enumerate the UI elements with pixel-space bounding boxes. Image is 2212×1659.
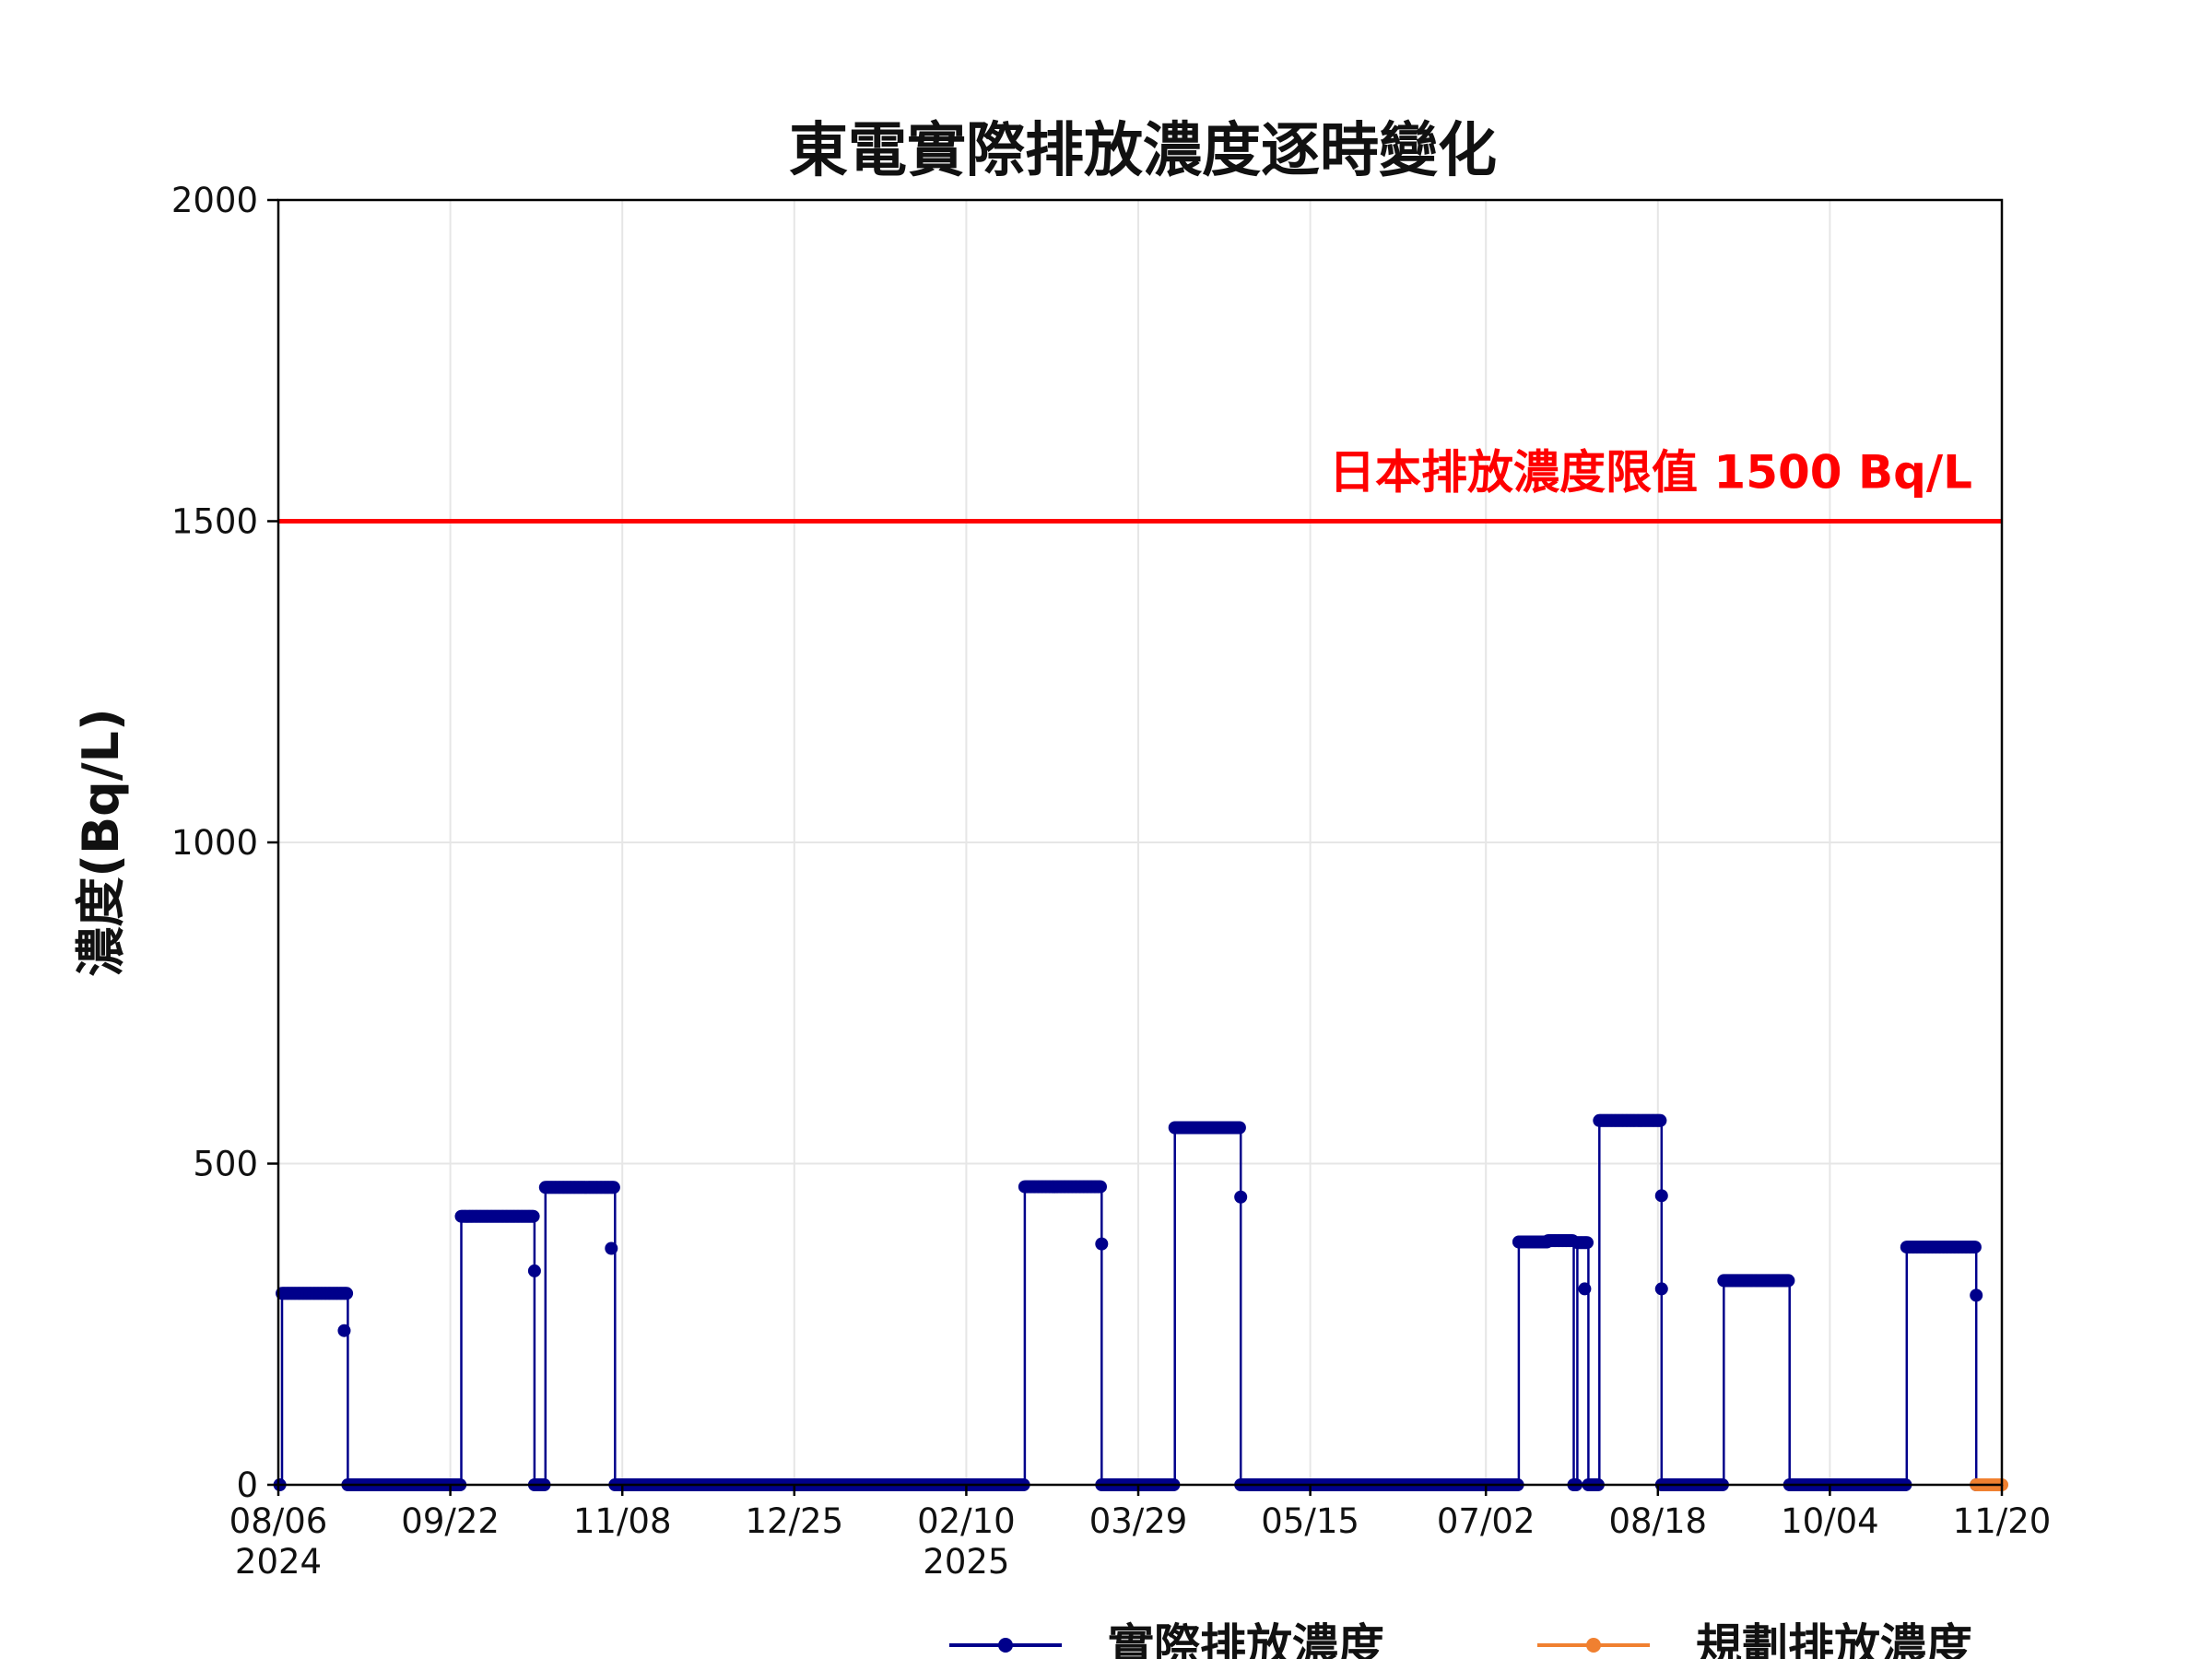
actual-data-point: [1581, 1236, 1594, 1250]
actual-data-point: [1232, 1121, 1246, 1135]
actual-transition-point: [1654, 1282, 1668, 1296]
actual-data-point: [1968, 1241, 1982, 1254]
legend-swatch-marker: [998, 1638, 1013, 1653]
actual-data-point: [340, 1287, 354, 1300]
actual-transition-point: [1970, 1288, 1983, 1302]
y-tick-label: 2000: [171, 181, 258, 220]
y-axis-label: 濃度(Bq/L): [72, 708, 130, 976]
actual-transition-point: [1654, 1189, 1668, 1203]
grid: [277, 199, 2003, 1486]
y-tick-label: 1500: [171, 502, 258, 542]
actual-transition-point: [1095, 1237, 1109, 1251]
limit-line-group: 日本排放濃度限值 1500 Bq/L: [278, 446, 2002, 524]
x-tick-label: 08/18: [1608, 1501, 1707, 1541]
actual-transition-point: [527, 1264, 541, 1277]
x-tick-label: 08/06: [229, 1501, 328, 1541]
actual-transition-point: [1234, 1190, 1248, 1204]
actual-data-point: [1782, 1274, 1795, 1288]
x-tick-label: 11/08: [573, 1501, 672, 1541]
x-tick-label: 07/02: [1437, 1501, 1535, 1541]
actual-transition-point: [605, 1241, 618, 1255]
x-tick-label: 03/29: [1089, 1501, 1188, 1541]
actual-data-point: [606, 1181, 620, 1194]
x-tick-label: 09/22: [401, 1501, 500, 1541]
x-tick-label: 11/20: [1953, 1501, 2052, 1541]
actual-data-point: [526, 1209, 540, 1223]
actual-series-line: [279, 1119, 1978, 1487]
y-tick-label: 500: [193, 1145, 258, 1184]
y-axis-ticks: 0 500 1000 1500 2000: [171, 181, 278, 1505]
actual-transition-point: [337, 1324, 351, 1337]
legend-label: 實際排放濃度: [1108, 1619, 1384, 1659]
legend-swatch-marker: [1586, 1638, 1601, 1653]
legend-label: 規劃排放濃度: [1696, 1619, 1972, 1659]
actual-transition-point: [1578, 1282, 1592, 1296]
series-planned: [1970, 1478, 2008, 1491]
x-tick-year-label: 2025: [923, 1542, 1009, 1582]
x-tick-label: 02/10: [917, 1501, 1016, 1541]
y-tick-label: 1000: [171, 823, 258, 863]
legend: 實際排放濃度 規劃排放濃度: [949, 1619, 1972, 1659]
x-tick-label: 10/04: [1781, 1501, 1879, 1541]
actual-data-point: [1653, 1113, 1667, 1127]
actual-data-point: [1094, 1180, 1107, 1194]
x-tick-label: 05/15: [1261, 1501, 1359, 1541]
y-tick-label: 0: [236, 1465, 258, 1505]
limit-label: 日本排放濃度限值 1500 Bq/L: [1329, 446, 1972, 500]
x-tick-label: 12/25: [745, 1501, 843, 1541]
x-tick-year-label: 2024: [235, 1542, 322, 1582]
chart-title: 東電實際排放濃度逐時變化: [789, 117, 1497, 185]
series-actual: [273, 1113, 1983, 1491]
